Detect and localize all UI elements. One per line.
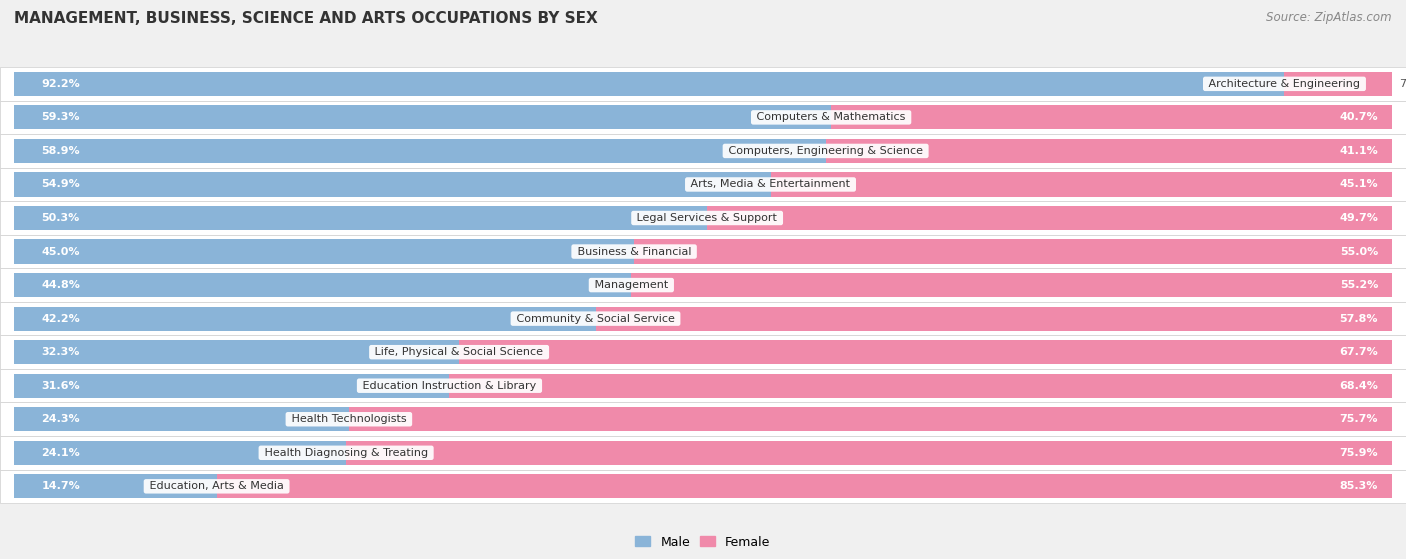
Bar [596, 306, 1392, 331]
Bar [0, 470, 1406, 503]
Legend: Male, Female: Male, Female [630, 530, 776, 553]
Text: 75.7%: 75.7% [1340, 414, 1378, 424]
Bar [14, 340, 460, 364]
Text: MANAGEMENT, BUSINESS, SCIENCE AND ARTS OCCUPATIONS BY SEX: MANAGEMENT, BUSINESS, SCIENCE AND ARTS O… [14, 11, 598, 26]
Text: 67.7%: 67.7% [1340, 347, 1378, 357]
Bar [14, 172, 770, 197]
Bar [0, 302, 1406, 335]
Text: Computers, Engineering & Science: Computers, Engineering & Science [725, 146, 927, 156]
Bar [349, 407, 1392, 432]
Bar [0, 134, 1406, 168]
Text: Source: ZipAtlas.com: Source: ZipAtlas.com [1267, 11, 1392, 24]
Text: 31.6%: 31.6% [42, 381, 80, 391]
Text: 68.4%: 68.4% [1340, 381, 1378, 391]
Text: 58.9%: 58.9% [42, 146, 80, 156]
Text: 41.1%: 41.1% [1340, 146, 1378, 156]
Bar [770, 172, 1392, 197]
Text: 55.2%: 55.2% [1340, 280, 1378, 290]
Text: 40.7%: 40.7% [1340, 112, 1378, 122]
Text: Legal Services & Support: Legal Services & Support [634, 213, 780, 223]
Bar [14, 273, 631, 297]
Bar [831, 105, 1392, 130]
Bar [0, 235, 1406, 268]
Text: Architecture & Engineering: Architecture & Engineering [1205, 79, 1364, 89]
Bar [14, 407, 349, 432]
Text: Arts, Media & Entertainment: Arts, Media & Entertainment [688, 179, 853, 190]
Text: Education Instruction & Library: Education Instruction & Library [359, 381, 540, 391]
Bar [1285, 72, 1392, 96]
Bar [14, 72, 1285, 96]
Text: 49.7%: 49.7% [1340, 213, 1378, 223]
Bar [0, 201, 1406, 235]
Text: 44.8%: 44.8% [42, 280, 80, 290]
Bar [14, 373, 450, 398]
Text: 7.8%: 7.8% [1399, 79, 1406, 89]
Text: 50.3%: 50.3% [42, 213, 80, 223]
Text: 32.3%: 32.3% [42, 347, 80, 357]
Bar [0, 436, 1406, 470]
Text: 92.2%: 92.2% [42, 79, 80, 89]
Text: 45.1%: 45.1% [1340, 179, 1378, 190]
Text: Health Technologists: Health Technologists [288, 414, 411, 424]
Text: 24.1%: 24.1% [42, 448, 80, 458]
Text: Community & Social Service: Community & Social Service [513, 314, 678, 324]
Text: 54.9%: 54.9% [42, 179, 80, 190]
Bar [14, 139, 825, 163]
Bar [0, 67, 1406, 101]
Text: 57.8%: 57.8% [1340, 314, 1378, 324]
Text: 45.0%: 45.0% [42, 247, 80, 257]
Text: Computers & Mathematics: Computers & Mathematics [754, 112, 910, 122]
Bar [0, 369, 1406, 402]
Text: Life, Physical & Social Science: Life, Physical & Social Science [371, 347, 547, 357]
Bar [0, 101, 1406, 134]
Bar [825, 139, 1392, 163]
Bar [634, 239, 1392, 264]
Bar [14, 440, 346, 465]
Text: Health Diagnosing & Treating: Health Diagnosing & Treating [262, 448, 432, 458]
Text: Management: Management [591, 280, 672, 290]
Text: Education, Arts & Media: Education, Arts & Media [146, 481, 287, 491]
Text: 24.3%: 24.3% [42, 414, 80, 424]
Bar [450, 373, 1392, 398]
Bar [14, 239, 634, 264]
Text: 42.2%: 42.2% [42, 314, 80, 324]
Bar [0, 402, 1406, 436]
Text: 14.7%: 14.7% [42, 481, 80, 491]
Text: 85.3%: 85.3% [1340, 481, 1378, 491]
Bar [0, 168, 1406, 201]
Bar [217, 474, 1392, 499]
Bar [14, 306, 596, 331]
Text: 75.9%: 75.9% [1340, 448, 1378, 458]
Bar [14, 474, 217, 499]
Bar [0, 335, 1406, 369]
Text: Business & Financial: Business & Financial [574, 247, 695, 257]
Bar [0, 268, 1406, 302]
Bar [460, 340, 1392, 364]
Bar [707, 206, 1392, 230]
Text: 59.3%: 59.3% [42, 112, 80, 122]
Bar [14, 105, 831, 130]
Bar [346, 440, 1392, 465]
Bar [14, 206, 707, 230]
Text: 55.0%: 55.0% [1340, 247, 1378, 257]
Bar [631, 273, 1392, 297]
